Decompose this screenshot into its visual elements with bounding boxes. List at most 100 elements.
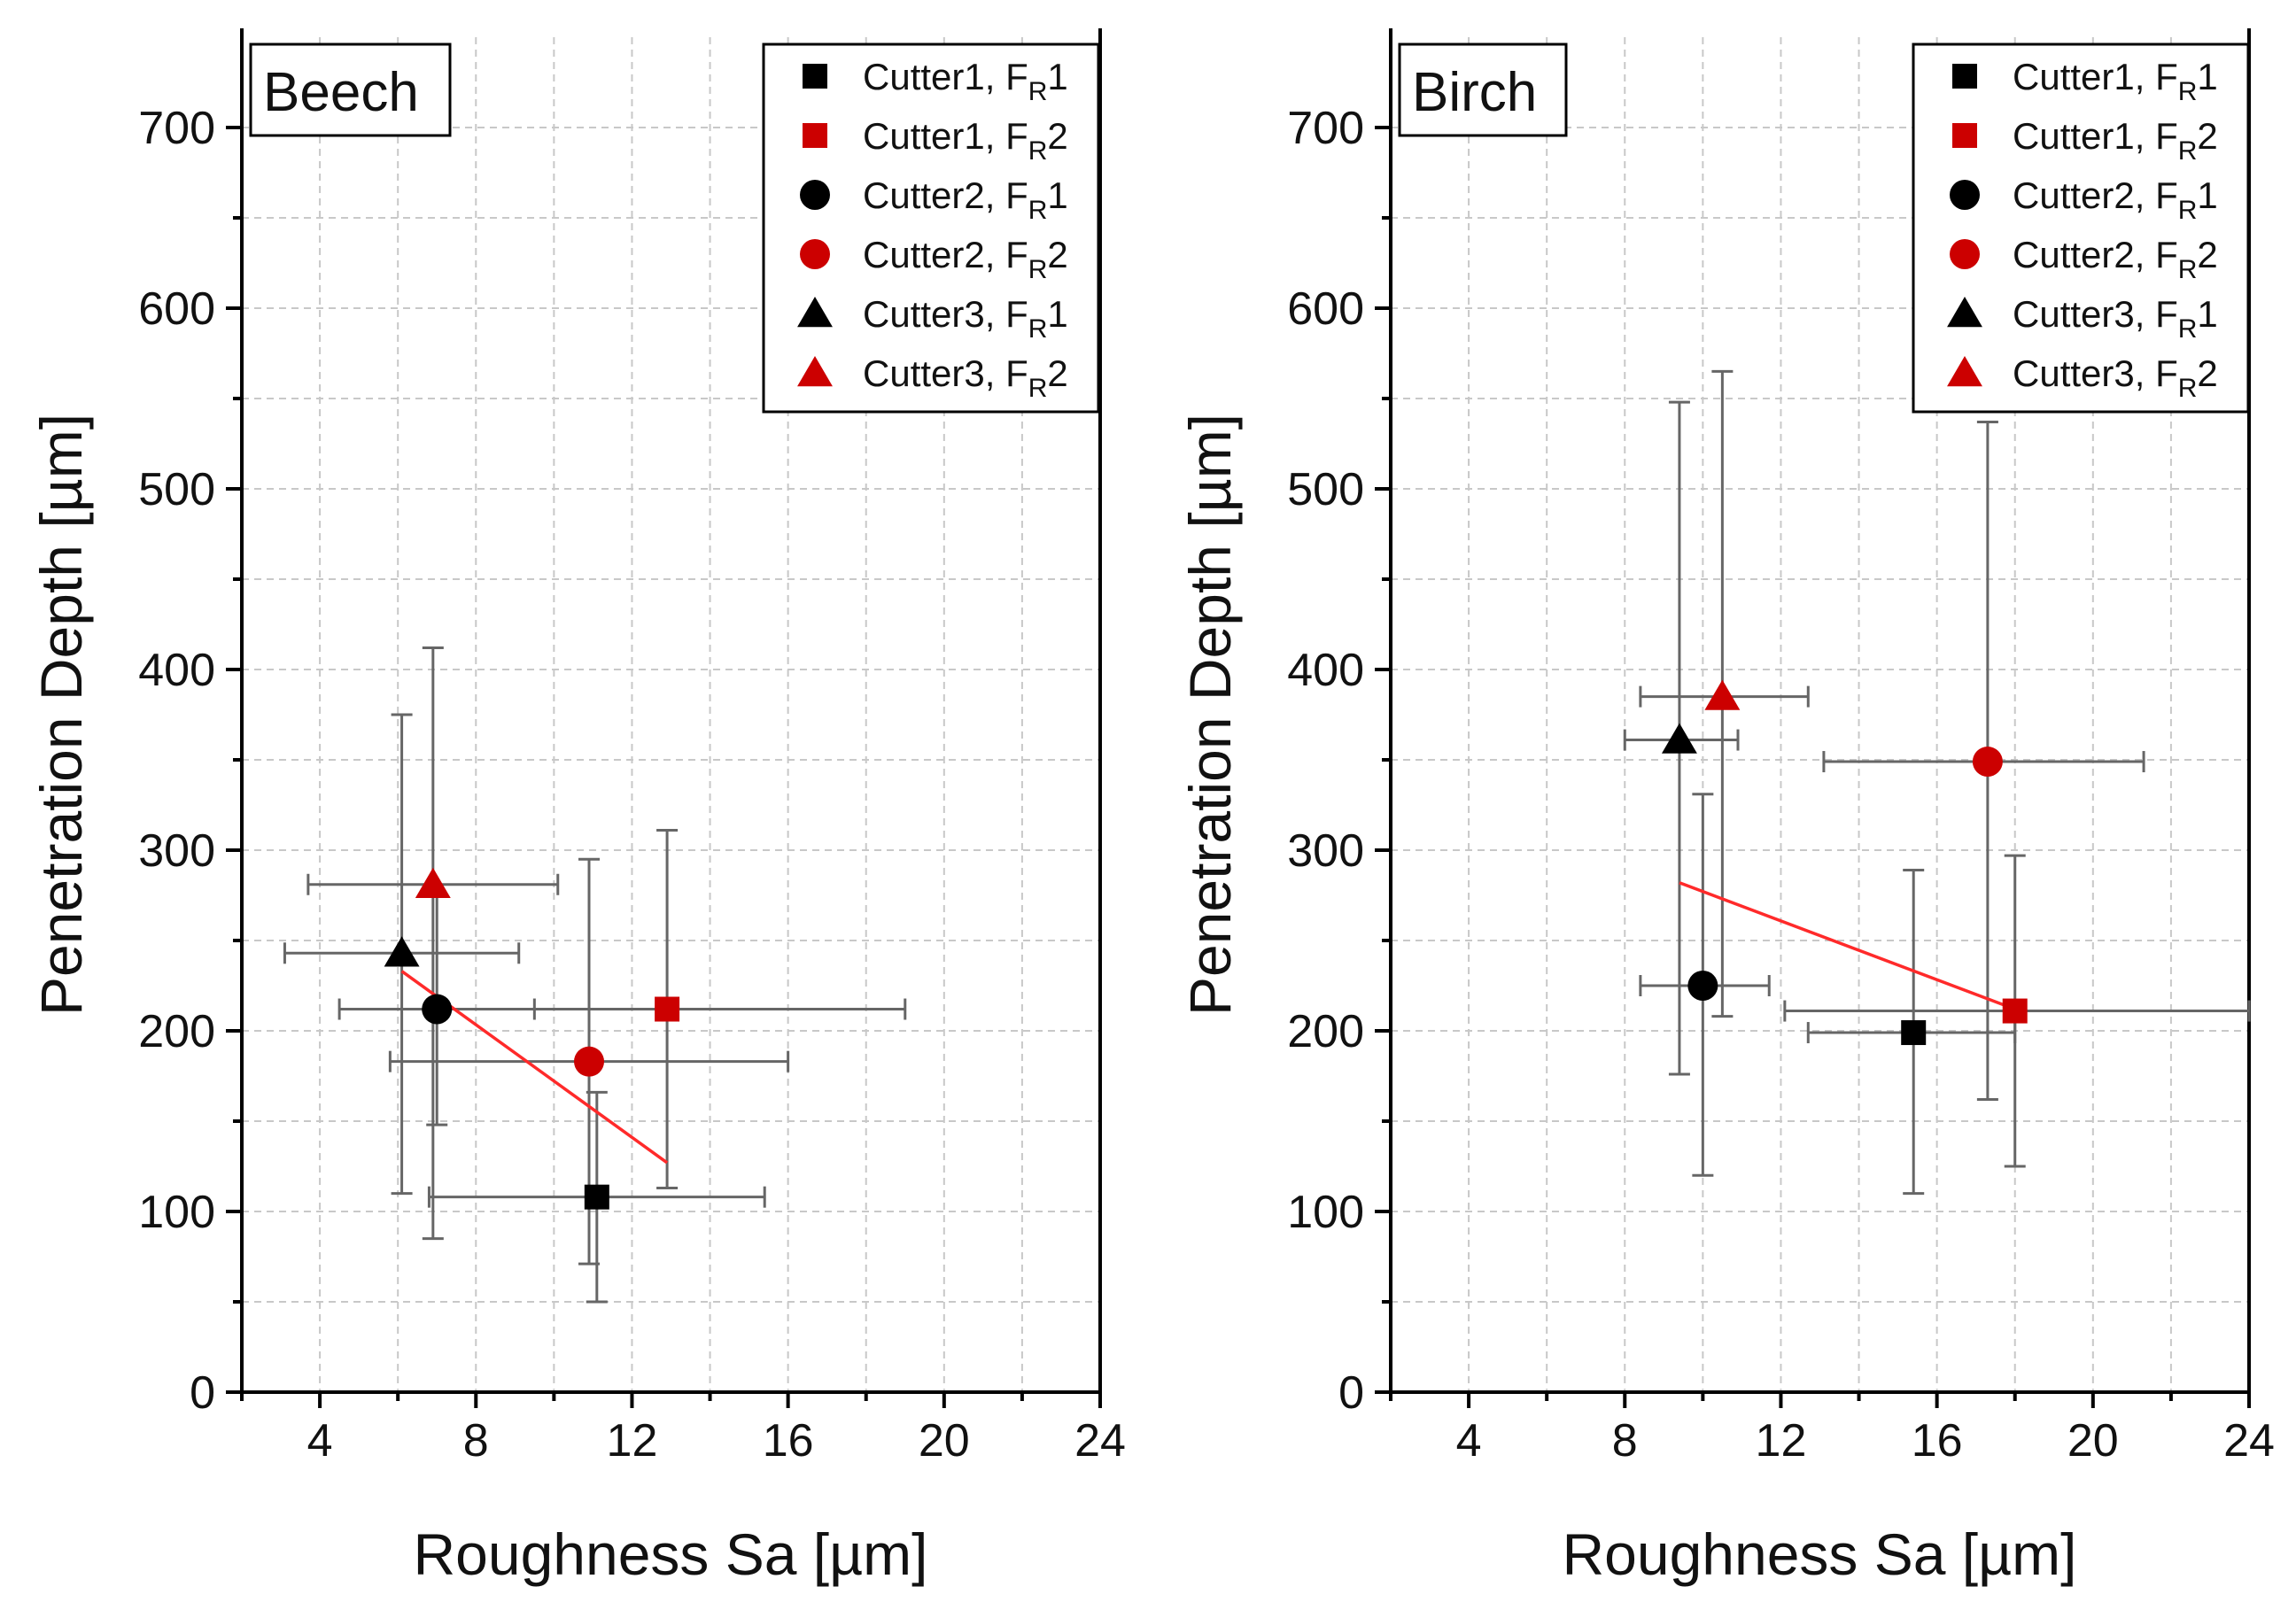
y-tick-label: 200 (1287, 1006, 1364, 1057)
legend-label-cutter: Cutter2, F (2013, 174, 2178, 216)
legend-label: Cutter2, FR2 (863, 234, 1068, 284)
legend-label-subscript: R (2178, 314, 2198, 344)
legend-label-cutter: Cutter1, F (863, 56, 1028, 97)
legend-label-level: 1 (2197, 174, 2217, 216)
legend-label-level: 2 (1047, 234, 1067, 275)
legend-label-cutter: Cutter2, F (863, 234, 1028, 275)
legend-label-subscript: R (1028, 196, 1048, 225)
y-tick-label: 100 (138, 1187, 215, 1238)
legend-label-subscript: R (2178, 196, 2198, 225)
data-points (1661, 679, 2028, 1046)
panel-title-box (249, 43, 452, 137)
y-tick-label: 400 (138, 645, 215, 696)
legend-label-level: 2 (2197, 352, 2217, 394)
legend-label-subscript: R (1028, 374, 1048, 403)
point-cutter1-fr1 (1901, 1020, 1927, 1046)
legend-label: Cutter3, FR2 (863, 352, 1068, 403)
point-cutter3-fr1 (384, 936, 420, 967)
x-tick-label: 4 (1456, 1415, 1482, 1467)
legend-marker-cutter2-fr2 (1950, 239, 1980, 269)
y-tick-label: 600 (1287, 283, 1364, 335)
legend-label-cutter: Cutter2, F (863, 174, 1028, 216)
legend-label-level: 2 (2197, 234, 2217, 275)
point-cutter3-fr2 (415, 867, 451, 898)
x-tick-label: 8 (1612, 1415, 1638, 1467)
legend-label: Cutter2, FR1 (863, 174, 1068, 225)
y-tick-label: 100 (1287, 1187, 1364, 1238)
x-tick-label: 12 (607, 1415, 658, 1467)
panel-beech: 4 8 12 16 20 240100200300400500600700Roughnes… (28, 28, 1126, 1587)
point-cutter1-fr2 (655, 996, 680, 1022)
y-tick-label: 0 (190, 1367, 215, 1419)
legend-label: Cutter3, FR2 (2013, 352, 2218, 403)
legend-label: Cutter1, FR2 (2013, 115, 2218, 166)
point-cutter2-fr1 (1687, 971, 1718, 1001)
y-tick-label: 300 (138, 825, 215, 877)
legend-label-cutter: Cutter3, F (863, 293, 1028, 335)
legend-label-subscript: R (2178, 77, 2198, 106)
panel-title: Birch (1412, 62, 1537, 123)
legend-label-cutter: Cutter1, F (2013, 56, 2178, 97)
legend-label-cutter: Cutter1, F (863, 115, 1028, 157)
x-axis-title: Roughness Sa [µm] (1563, 1521, 2077, 1587)
point-cutter2-fr2 (1972, 747, 2003, 778)
legend-marker-cutter3-fr1 (797, 297, 833, 328)
y-tick-label: 500 (138, 464, 215, 515)
y-axis-title: Penetration Depth [µm] (1177, 414, 1243, 1016)
legend-label-level: 2 (1047, 352, 1067, 394)
legend-label-subscript: R (1028, 77, 1048, 106)
legend-label-cutter: Cutter1, F (2013, 115, 2178, 157)
point-cutter2-fr1 (422, 994, 453, 1025)
legend-marker-cutter2-fr1 (1950, 180, 1980, 210)
x-tick-label: 20 (2067, 1415, 2119, 1467)
y-tick-label: 500 (1287, 464, 1364, 515)
legend-label: Cutter1, FR1 (2013, 56, 2218, 106)
legend-label: Cutter2, FR1 (2013, 174, 2218, 225)
legend-label-subscript: R (2178, 255, 2198, 284)
legend-label-subscript: R (2178, 374, 2198, 403)
legend-marker-cutter2-fr2 (800, 239, 830, 269)
point-cutter3-fr1 (1661, 723, 1697, 754)
point-cutter1-fr2 (2002, 998, 2028, 1024)
legend-marker-cutter3-fr2 (797, 356, 833, 387)
legend-label-cutter: Cutter3, F (2013, 293, 2178, 335)
y-tick-label: 300 (1287, 825, 1364, 877)
x-tick-label: 24 (2223, 1415, 2275, 1467)
y-tick-label: 700 (138, 103, 215, 154)
legend-label-cutter: Cutter2, F (2013, 234, 2178, 275)
y-tick-label: 700 (1287, 103, 1364, 154)
point-cutter1-fr1 (584, 1184, 609, 1210)
legend-label-level: 1 (1047, 174, 1067, 216)
legend-label-level: 1 (2197, 293, 2217, 335)
legend-label-level: 2 (2197, 115, 2217, 157)
x-axis-title: Roughness Sa [µm] (414, 1521, 928, 1587)
legend-marker-cutter2-fr1 (800, 180, 830, 210)
x-tick-label: 16 (1912, 1415, 1963, 1467)
legend-label-subscript: R (1028, 314, 1048, 344)
y-tick-label: 200 (138, 1006, 215, 1057)
y-tick-label: 0 (1338, 1367, 1364, 1419)
y-tick-label: 400 (1287, 645, 1364, 696)
legend-marker-cutter1-fr1 (1952, 64, 1977, 89)
point-cutter2-fr2 (574, 1046, 605, 1077)
legend-label: Cutter3, FR1 (2013, 293, 2218, 344)
y-axis-title: Penetration Depth [µm] (28, 414, 94, 1016)
legend-box (762, 43, 1100, 414)
legend-label: Cutter1, FR2 (863, 115, 1068, 166)
x-tick-label: 8 (463, 1415, 489, 1467)
point-cutter3-fr2 (1704, 679, 1741, 710)
legend-label: Cutter3, FR1 (863, 293, 1068, 344)
legend-label-subscript: R (1028, 255, 1048, 284)
legend-marker-cutter3-fr2 (1947, 356, 1982, 387)
legend-marker-cutter1-fr2 (803, 123, 827, 148)
legend-label-level: 1 (2197, 56, 2217, 97)
panel-title-box (1398, 43, 1568, 137)
legend-label: Cutter2, FR2 (2013, 234, 2218, 284)
legend-label-subscript: R (2178, 136, 2198, 166)
x-tick-label: 20 (919, 1415, 970, 1467)
legend-marker-cutter3-fr1 (1947, 297, 1982, 328)
x-tick-label: 24 (1074, 1415, 1126, 1467)
